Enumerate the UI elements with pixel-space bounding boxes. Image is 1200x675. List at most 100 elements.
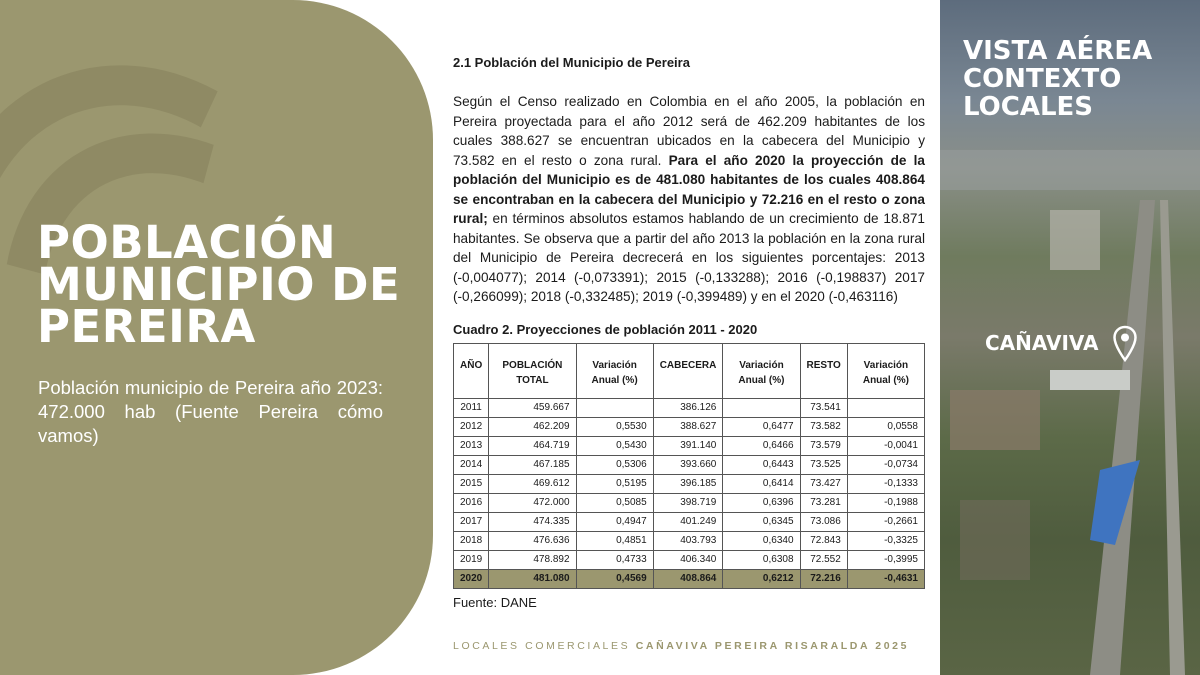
table-cell: 72.216: [799, 568, 848, 589]
table-cell: 2020: [452, 568, 490, 589]
footer-light: LOCALES COMERCIALES: [453, 640, 636, 652]
table-row: 2018 476.636 0,4851 403.793 0,6340 72.843 -0,3…: [452, 530, 926, 551]
table-row: 2013 464.719 0,5430 391.140 0,6466 73.579 -0,0…: [452, 435, 926, 456]
table-cell: [846, 397, 926, 418]
table-row: 2017 474.335 0,4947 401.249 0,6345 73.086 -0,2…: [452, 511, 926, 532]
footer-bold: CAÑAVIVA PEREIRA RISARALDA 2025: [635, 640, 910, 652]
source-note: Fuente: DANE: [453, 594, 537, 610]
table-cell: 0,6396: [722, 492, 801, 513]
population-table: AÑO POBLACIÓN TOTAL Variación Anual (%) CAB…: [452, 342, 926, 589]
table-cell: 403.793: [652, 530, 724, 551]
location-label: CAÑAVIVA: [985, 331, 1099, 355]
table-cell: -0,2661: [846, 511, 926, 532]
aerial-photo: VISTA AÉREA CONTEXTO LOCALES CAÑAVIVA: [940, 0, 1200, 675]
table-cell: 408.864: [652, 568, 724, 589]
table-cell: 73.582: [799, 416, 848, 437]
table-cell: 469.612: [488, 473, 577, 494]
table-cell: 393.660: [652, 454, 724, 475]
table-cell: 0,6345: [722, 511, 801, 532]
table-cell: 0,6212: [722, 568, 801, 589]
footer: LOCALES COMERCIALES CAÑAVIVA PEREIRA RIS…: [453, 640, 909, 652]
table-cell: 2016: [452, 492, 490, 513]
table-cell: 0,5430: [575, 435, 654, 456]
table-cell: 72.552: [799, 549, 848, 570]
table-cell: 73.427: [799, 473, 848, 494]
table-row: 2011 459.667 386.126 73.541: [452, 397, 926, 418]
table-cell: 0,5085: [575, 492, 654, 513]
table-cell: 2017: [452, 511, 490, 532]
column-header: Variación Anual (%): [575, 342, 654, 399]
column-header: AÑO: [452, 342, 490, 399]
table-cell: -0,4631: [846, 568, 926, 589]
table-cell: 0,5195: [575, 473, 654, 494]
table-cell: 2018: [452, 530, 490, 551]
table-cell: 464.719: [488, 435, 577, 456]
table-cell: [575, 397, 654, 418]
table-cell: 472.000: [488, 492, 577, 513]
column-header: Variación Anual (%): [722, 342, 801, 399]
table-cell: -0,1988: [846, 492, 926, 513]
table-cell: 73.086: [799, 511, 848, 532]
content: 2.1 Población del Municipio de Pereira S…: [452, 55, 926, 610]
table-cell: 72.843: [799, 530, 848, 551]
table-title: Cuadro 2. Proyecciones de población 2011…: [453, 321, 758, 337]
table-cell: 406.340: [652, 549, 724, 570]
table-cell: 0,5306: [575, 454, 654, 475]
table-cell: 2012: [452, 416, 490, 437]
column-header: RESTO: [799, 342, 848, 399]
table-cell: 0,4947: [575, 511, 654, 532]
table-cell: -0,0734: [846, 454, 926, 475]
table-cell: 0,4569: [575, 568, 654, 589]
table-cell: 396.185: [652, 473, 724, 494]
table-row: 2019 478.892 0,4733 406.340 0,6308 72.552 -0,3…: [452, 549, 926, 570]
table-cell: -0,0041: [846, 435, 926, 456]
table-cell: 73.541: [799, 397, 848, 418]
table-cell: 2015: [452, 473, 490, 494]
table-cell: 0,6466: [722, 435, 801, 456]
table-cell: 459.667: [488, 397, 577, 418]
aerial-scene: [940, 150, 1200, 675]
para-bold-text: Para el año 2020 la proyección de la pob…: [453, 152, 925, 227]
column-header: POBLACIÓN TOTAL: [488, 342, 577, 399]
table-cell: 0,5530: [575, 416, 654, 437]
table-cell: 0,6477: [722, 416, 801, 437]
column-header: Variación Anual (%): [846, 342, 926, 399]
table-cell: [722, 397, 801, 418]
table-cell: 478.892: [488, 549, 577, 570]
table-row: 2016 472.000 0,5085 398.719 0,6396 73.281 -0,1…: [452, 492, 926, 513]
table-cell: 73.525: [799, 454, 848, 475]
table-cell: 0,0558: [846, 416, 926, 437]
table-cell: 481.080: [488, 568, 577, 589]
table-cell: -0,3325: [846, 530, 926, 551]
table-cell: 0,6340: [722, 530, 801, 551]
left-panel: POBLACIÓN MUNICIPIO DE PEREIRA Población…: [0, 0, 433, 675]
table-cell: -0,3995: [846, 549, 926, 570]
table-cell: 386.126: [652, 397, 724, 418]
table-row: 2014 467.185 0,5306 393.660 0,6443 73.525 -0,0…: [452, 454, 926, 475]
table-cell: 73.579: [799, 435, 848, 456]
para-text: Según el Censo realizado en Colombia en …: [453, 94, 925, 168]
table-cell: 474.335: [488, 511, 577, 532]
table-row: 2020 481.080 0,4569 408.864 0,6212 72.216 -0,4…: [452, 568, 926, 589]
table-cell: 462.209: [488, 416, 577, 437]
table-cell: 2019: [452, 549, 490, 570]
population-note: Población municipio de Pereira año 2023:…: [38, 377, 383, 446]
table-cell: 0,4851: [575, 530, 654, 551]
table-cell: 2014: [452, 454, 490, 475]
table-cell: 0,4733: [575, 549, 654, 570]
table-cell: 2011: [452, 397, 490, 418]
table-cell: 388.627: [652, 416, 724, 437]
photo-title: VISTA AÉREA CONTEXTO LOCALES: [963, 36, 1153, 122]
body-paragraph: Según el Censo realizado en Colombia en …: [453, 92, 925, 307]
table-cell: 401.249: [652, 511, 724, 532]
para-text: en términos absolutos estamos hablando d…: [453, 211, 925, 304]
page-title: POBLACIÓN MUNICIPIO DE PEREIRA: [37, 216, 401, 353]
table-row: 2012 462.209 0,5530 388.627 0,6477 73.582 0,05…: [452, 416, 926, 437]
column-header: CABECERA: [652, 342, 724, 399]
table-cell: 73.281: [799, 492, 848, 513]
table-cell: 398.719: [652, 492, 724, 513]
table-cell: 0,6443: [722, 454, 801, 475]
table-cell: 0,6414: [722, 473, 801, 494]
table-cell: 2013: [452, 435, 490, 456]
map-pin-icon: [1113, 325, 1137, 363]
